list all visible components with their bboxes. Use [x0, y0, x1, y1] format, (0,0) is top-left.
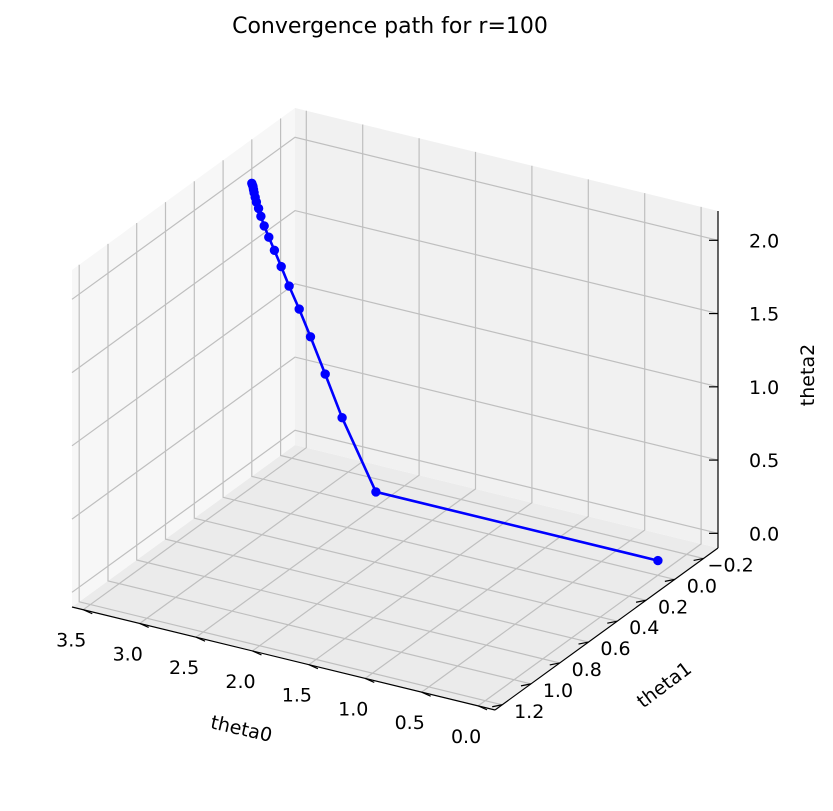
z-tick-label-1: 0.5 [749, 450, 779, 472]
grid-line-z-0 [71, 429, 719, 593]
grid-line-y-2 [222, 160, 647, 601]
y-tick-label-7: 1.2 [514, 701, 544, 723]
y-tick-label-1: 0.0 [687, 575, 717, 597]
z-tick-label-2: 1.0 [749, 377, 779, 399]
y-tick-label-2: 0.2 [658, 596, 688, 618]
x-tick-label-4: 1.5 [282, 685, 312, 707]
chart-title: Convergence path for r=100 [232, 14, 548, 39]
series-point-0-5 [294, 304, 304, 314]
series-point-0-1 [371, 487, 381, 497]
y-tick-mark-5 [549, 662, 560, 666]
y-tick-mark-0 [693, 557, 704, 562]
grid-line-y-1 [251, 139, 675, 580]
grid-line-y-6 [107, 243, 532, 685]
y-tick-mark-7 [492, 704, 503, 708]
y-tick-mark-1 [664, 578, 675, 582]
x-tick-mark-3 [252, 650, 262, 656]
floor-pane [72, 445, 718, 710]
grid-line-x-7 [477, 206, 702, 707]
series-point-0-9 [264, 232, 274, 242]
x-tick-label-7: 0.0 [451, 726, 481, 748]
x-axis-label: theta0 [208, 711, 274, 746]
grid-line-x-3 [252, 151, 477, 652]
x-tick-mark-4 [308, 664, 319, 670]
y-tick-mark-6 [520, 683, 532, 687]
left-wall-pane [72, 108, 295, 607]
grid-line-x-5 [364, 179, 589, 679]
series-point-0-19 [247, 178, 257, 189]
y-tick-label-6: 1.0 [543, 680, 573, 702]
grid-line-y-5 [136, 223, 560, 664]
y-tick-mark-4 [578, 641, 589, 645]
y-axis-line [494, 547, 719, 711]
grid-line-y-0 [280, 118, 704, 560]
z-tick-label-3: 1.5 [749, 304, 779, 326]
series-point-0-10 [259, 221, 269, 231]
series-point-0-2 [337, 413, 347, 423]
y-tick-label-4: 0.6 [600, 638, 630, 660]
grid-line-z-4 [71, 136, 719, 300]
x-tick-mark-1 [139, 622, 149, 629]
x-tick-label-1: 3.0 [113, 643, 143, 665]
x-tick-label-5: 1.0 [338, 698, 368, 720]
grid-line-y-7 [78, 264, 503, 706]
x-tick-label-2: 2.5 [169, 657, 199, 679]
plot-grid [71, 110, 719, 707]
series-point-0-0 [653, 555, 663, 566]
series-point-0-3 [320, 369, 330, 379]
grid-line-y-3 [193, 181, 618, 622]
y-tick-mark-3 [607, 620, 618, 624]
z-tick-label-0: 0.0 [749, 523, 779, 545]
y-tick-label-3: 0.4 [629, 617, 659, 639]
x-tick-mark-6 [421, 691, 431, 697]
x-tick-mark-2 [195, 636, 206, 642]
grid-line-x-0 [82, 110, 307, 611]
z-tick-label-4: 2.0 [749, 230, 779, 252]
series-point-0-11 [256, 211, 266, 222]
x-tick-mark-5 [365, 677, 375, 683]
y-tick-label-0: −0.2 [708, 554, 754, 576]
z-axis-label: theta2 [797, 344, 819, 406]
x-tick-mark-0 [83, 609, 93, 615]
x-tick-mark-7 [477, 705, 488, 711]
plot-panes [72, 108, 718, 710]
y-axis-label: theta1 [633, 658, 696, 713]
grid-line-z-1 [71, 356, 719, 520]
x-tick-label-0: 3.5 [56, 630, 86, 652]
series-point-0-6 [284, 281, 294, 291]
grid-line-x-4 [308, 165, 533, 666]
back-wall-pane [295, 108, 718, 548]
series-point-0-7 [276, 261, 286, 272]
series-point-0-4 [305, 332, 316, 342]
plot-series [247, 178, 663, 566]
grid-line-y-4 [164, 202, 589, 643]
grid-line-x-6 [421, 193, 646, 693]
y-tick-label-5: 0.8 [572, 659, 602, 681]
x-tick-label-3: 2.0 [225, 671, 255, 693]
plot-axes [71, 211, 719, 711]
y-tick-mark-2 [635, 599, 647, 603]
grid-line-x-2 [195, 138, 420, 638]
x-tick-label-6: 0.5 [395, 712, 425, 734]
grid-line-z-3 [71, 209, 719, 374]
series-point-0-8 [269, 245, 280, 256]
grid-line-z-2 [71, 283, 719, 447]
